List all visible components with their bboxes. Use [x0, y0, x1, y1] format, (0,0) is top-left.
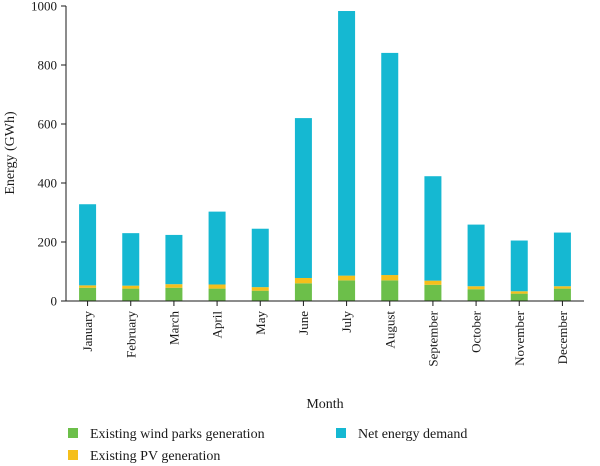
legend-swatch-pv	[68, 450, 78, 460]
x-tick-label: February	[123, 311, 138, 358]
bar-wind-july	[338, 280, 356, 301]
bar-wind-january	[79, 287, 97, 301]
bar-pv-august	[381, 275, 399, 281]
bar-demand-december	[553, 232, 571, 287]
bar-pv-july	[338, 275, 356, 281]
axes	[65, 6, 584, 302]
bar-demand-july	[338, 11, 356, 276]
bar-wind-september	[424, 284, 442, 301]
x-tick-label: January	[80, 311, 95, 352]
bar-wind-march	[165, 287, 183, 301]
y-tick-label: 400	[38, 176, 58, 191]
bar-wind-november	[510, 293, 528, 301]
bar-wind-may	[251, 290, 269, 301]
bar-demand-november	[510, 240, 528, 292]
legend-label-demand: Net energy demand	[358, 427, 467, 442]
bar-pv-june	[294, 277, 312, 284]
bar-demand-may	[251, 228, 269, 288]
bar-demand-april	[208, 211, 226, 285]
x-tick-label: September	[425, 310, 440, 366]
x-tick-label: December	[555, 310, 570, 364]
y-tick-label: 600	[38, 117, 58, 132]
bar-pv-october	[467, 286, 485, 290]
x-ticks: January February March April May June July Augu…	[80, 301, 570, 367]
bar-demand-august	[381, 52, 399, 276]
bar-pv-november	[510, 291, 528, 294]
y-axis-label: Energy (GWh)	[3, 111, 18, 195]
bar-pv-december	[553, 286, 571, 289]
bar-pv-september	[424, 280, 442, 285]
legend: Existing wind parks generation Existing …	[68, 427, 467, 464]
legend-swatch-demand	[336, 428, 346, 438]
bar-wind-february	[122, 288, 140, 301]
y-tick-label: 800	[38, 58, 58, 73]
bar-wind-april	[208, 288, 226, 301]
x-axis-label: Month	[306, 397, 343, 412]
x-tick-label: July	[339, 311, 354, 333]
x-tick-label: October	[469, 310, 484, 353]
y-tick-label: 200	[38, 235, 58, 250]
x-tick-label: June	[296, 311, 311, 335]
bar-demand-september	[424, 176, 442, 281]
bar-demand-october	[467, 224, 485, 287]
bar-demand-february	[122, 233, 140, 286]
x-tick-label: April	[210, 311, 225, 339]
y-tick-label: 0	[51, 294, 58, 309]
bar-pv-january	[79, 285, 97, 288]
bar-demand-march	[165, 234, 183, 285]
x-tick-label: May	[253, 311, 268, 335]
bar-wind-june	[294, 283, 312, 301]
bar-wind-august	[381, 280, 399, 301]
x-tick-label: November	[512, 310, 527, 366]
bar-pv-april	[208, 284, 226, 289]
y-tick-label: 1000	[31, 0, 57, 14]
legend-label-pv: Existing PV generation	[90, 449, 220, 464]
x-tick-label: August	[382, 311, 397, 349]
bar-pv-may	[251, 287, 269, 291]
bar-wind-december	[553, 288, 571, 301]
y-ticks: 0 200 400 600 800 1000	[31, 0, 66, 309]
legend-swatch-wind	[68, 428, 78, 438]
bar-wind-october	[467, 289, 485, 301]
bar-demand-june	[294, 118, 312, 278]
x-tick-label: March	[166, 311, 181, 345]
bar-pv-march	[165, 284, 183, 288]
bar-demand-january	[79, 204, 97, 286]
bars-layer	[79, 11, 571, 301]
legend-label-wind: Existing wind parks generation	[90, 427, 265, 442]
bar-pv-february	[122, 285, 140, 289]
